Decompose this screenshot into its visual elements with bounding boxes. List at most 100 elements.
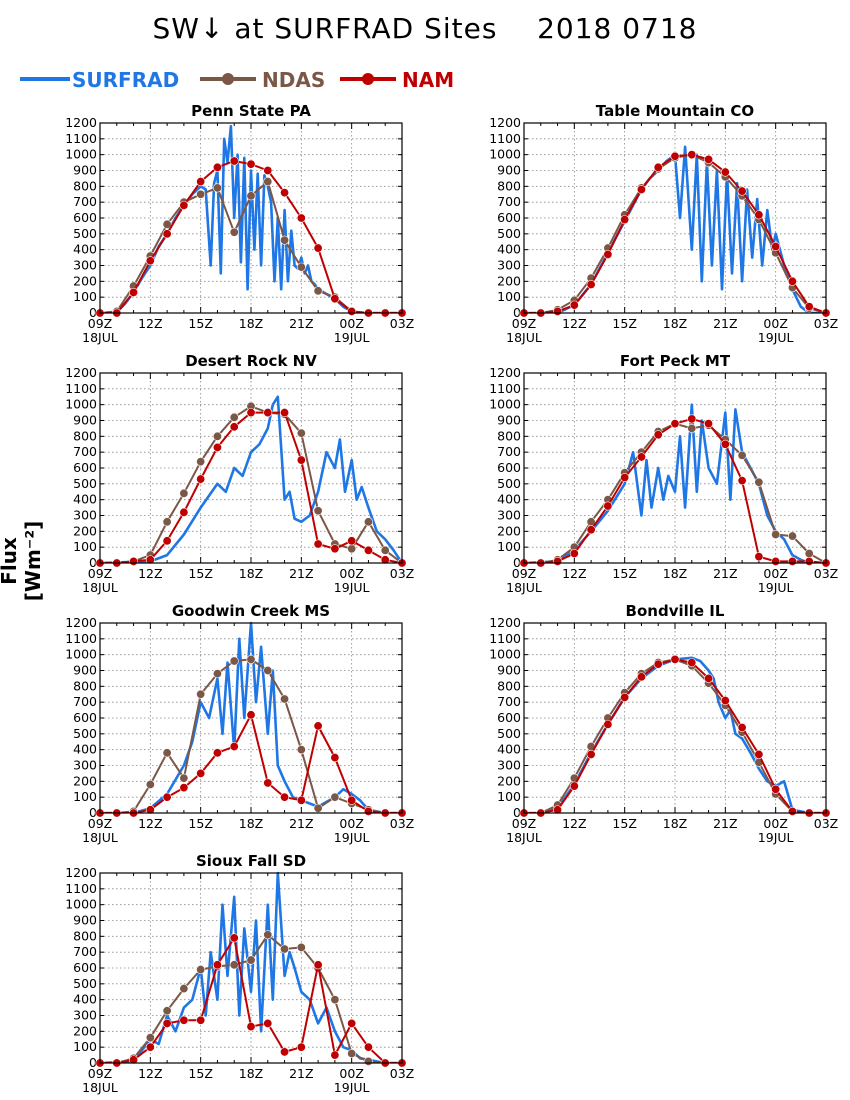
data-point-ndas xyxy=(380,545,390,555)
x-tick-date-label: 19JUL xyxy=(758,830,794,845)
y-tick-label: 900 xyxy=(497,663,521,678)
data-point-nam xyxy=(196,474,206,484)
chart-title: Table Mountain CO xyxy=(596,102,754,120)
data-point-ndas xyxy=(196,457,206,467)
data-point-ndas xyxy=(196,189,206,199)
y-tick-label: 600 xyxy=(497,460,521,475)
x-tick-label: 21Z xyxy=(713,566,737,581)
plot-frame xyxy=(99,122,403,314)
plot-frame xyxy=(523,622,827,814)
data-point-ndas xyxy=(229,412,239,422)
data-point-nam xyxy=(330,753,340,763)
data-point-nam xyxy=(229,156,239,166)
y-tick-label: 500 xyxy=(73,226,97,241)
y-tick-label: 1100 xyxy=(65,881,97,896)
x-tick-date-label: 18JUL xyxy=(506,580,542,595)
y-tick-label: 0 xyxy=(89,1055,97,1070)
data-point-nam xyxy=(162,1018,172,1028)
y-tick-label: 500 xyxy=(497,226,521,241)
y-tick-label: 100 xyxy=(73,789,97,804)
y-tick-label: 800 xyxy=(73,428,97,443)
data-point-nam xyxy=(553,556,563,566)
x-tick-label: 09Z xyxy=(512,816,536,831)
data-point-nam xyxy=(687,414,697,424)
x-tick-label: 15Z xyxy=(188,316,212,331)
data-point-nam xyxy=(653,659,663,669)
x-tick-label: 12Z xyxy=(562,316,586,331)
data-point-ndas xyxy=(804,548,814,558)
x-tick-label: 21Z xyxy=(289,566,313,581)
x-tick-label: 18Z xyxy=(663,316,687,331)
data-point-nam xyxy=(246,159,256,169)
chart-title: Fort Peck MT xyxy=(620,352,731,370)
data-point-nam xyxy=(145,1042,155,1052)
data-point-nam xyxy=(620,692,630,702)
y-tick-label: 900 xyxy=(73,413,97,428)
y-tick-label: 500 xyxy=(497,726,521,741)
data-point-nam xyxy=(347,306,357,316)
data-point-nam xyxy=(687,150,697,160)
y-tick-label: 600 xyxy=(73,460,97,475)
x-tick-label: 00Z xyxy=(763,816,787,831)
data-point-nam xyxy=(653,162,663,172)
chart-title: Penn State PA xyxy=(191,102,311,120)
data-point-nam xyxy=(212,960,222,970)
y-tick-label: 500 xyxy=(73,976,97,991)
x-tick-label: 09Z xyxy=(88,566,112,581)
data-point-nam xyxy=(330,544,340,554)
data-point-ndas xyxy=(145,1033,155,1043)
y-tick-label: 300 xyxy=(73,258,97,273)
data-point-nam xyxy=(704,419,714,429)
x-tick-label: 21Z xyxy=(713,316,737,331)
y-tick-label: 700 xyxy=(73,194,97,209)
x-tick-label: 15Z xyxy=(188,566,212,581)
data-point-nam xyxy=(280,408,290,418)
y-tick-label: 200 xyxy=(73,773,97,788)
data-point-nam xyxy=(737,186,747,196)
data-point-ndas xyxy=(212,669,222,679)
y-tick-label: 200 xyxy=(73,273,97,288)
data-point-nam xyxy=(263,778,273,788)
y-tick-label: 0 xyxy=(89,805,97,820)
y-tick-label: 400 xyxy=(73,492,97,507)
y-tick-label: 300 xyxy=(73,758,97,773)
y-tick-label: 600 xyxy=(73,710,97,725)
plot-frame xyxy=(523,372,827,564)
data-point-nam xyxy=(720,439,730,449)
data-point-nam xyxy=(347,795,357,805)
data-point-nam xyxy=(330,1050,340,1060)
x-tick-label: 18Z xyxy=(239,816,263,831)
x-tick-label: 00Z xyxy=(339,1066,363,1081)
x-tick-label: 03Z xyxy=(814,316,838,331)
y-tick-label: 300 xyxy=(73,508,97,523)
x-tick-label: 15Z xyxy=(612,816,636,831)
data-point-nam xyxy=(179,507,189,517)
data-point-nam xyxy=(553,306,563,316)
legend-label-ndas: NDAS xyxy=(262,68,326,92)
data-point-nam xyxy=(704,154,714,164)
data-point-nam xyxy=(196,768,206,778)
data-point-ndas xyxy=(229,960,239,970)
y-tick-label: 800 xyxy=(497,428,521,443)
data-point-nam xyxy=(363,1042,373,1052)
y-tick-label: 500 xyxy=(73,726,97,741)
y-tick-label: 0 xyxy=(89,305,97,320)
chart-panel-4: Goodwin Creek MS 010020030040050060070080… xyxy=(65,602,414,845)
y-tick-label: 800 xyxy=(73,678,97,693)
data-point-nam xyxy=(754,552,764,562)
data-point-nam xyxy=(586,279,596,289)
data-point-ndas xyxy=(212,183,222,193)
data-point-nam xyxy=(720,167,730,177)
x-tick-label: 00Z xyxy=(763,566,787,581)
data-point-ndas xyxy=(179,984,189,994)
y-tick-label: 1000 xyxy=(65,397,97,412)
data-point-nam xyxy=(330,294,340,304)
y-tick-label: 300 xyxy=(497,258,521,273)
chart-title: Desert Rock NV xyxy=(185,352,317,370)
data-point-ndas xyxy=(196,689,206,699)
y-tick-label: 600 xyxy=(497,210,521,225)
x-tick-date-label: 18JUL xyxy=(82,330,118,345)
series-line-surfrad xyxy=(100,621,402,813)
y-tick-label: 1200 xyxy=(65,365,97,380)
x-tick-date-label: 19JUL xyxy=(758,580,794,595)
